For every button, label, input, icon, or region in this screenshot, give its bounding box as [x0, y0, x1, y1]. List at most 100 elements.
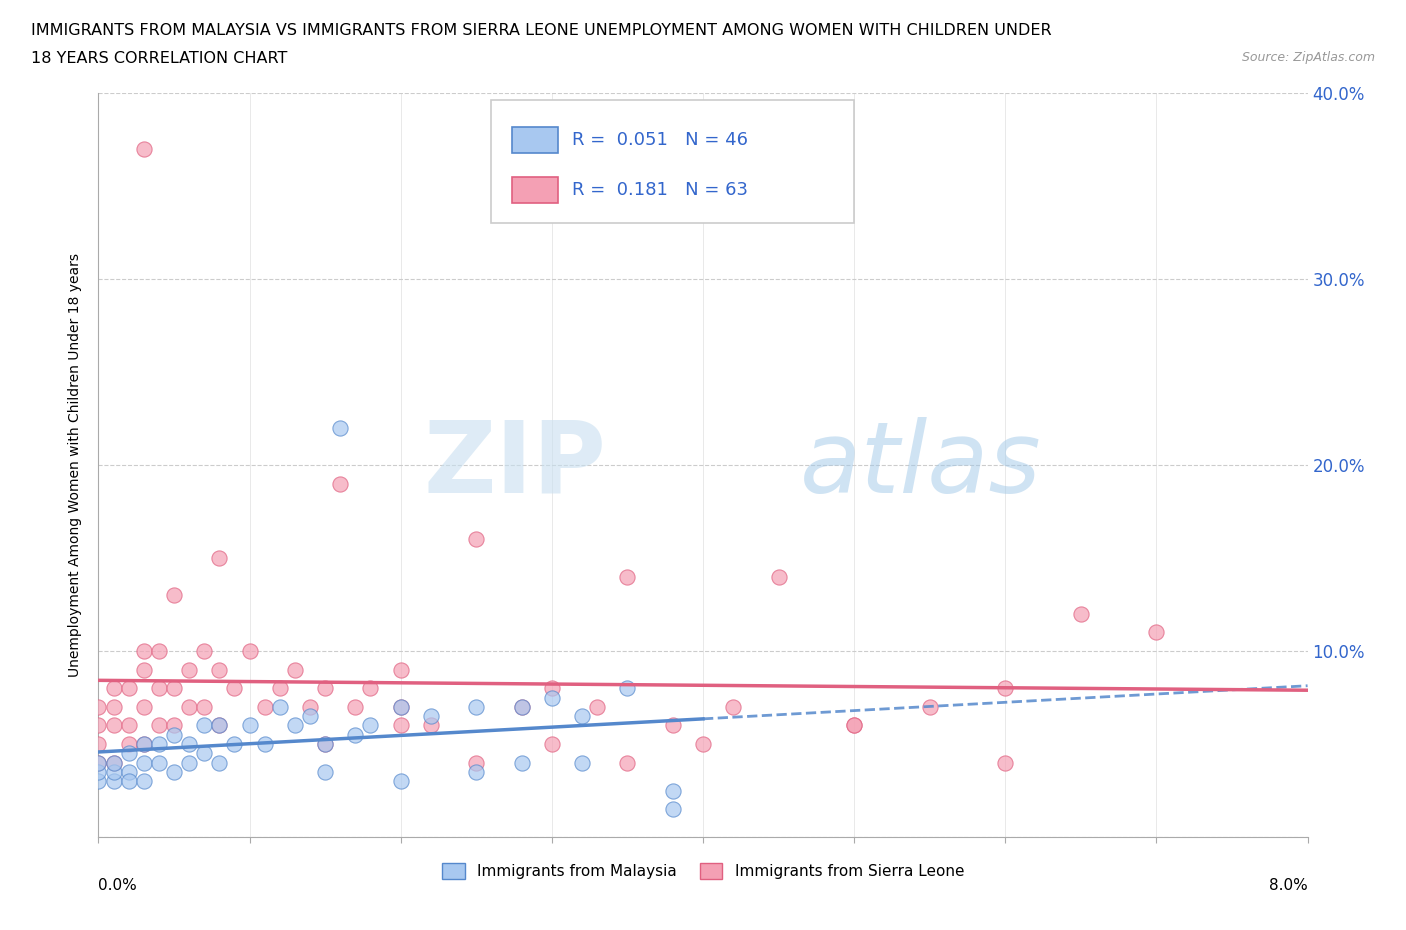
Point	[87, 764, 110, 779]
Point	[193, 699, 215, 714]
Point	[360, 681, 382, 696]
Point	[314, 681, 336, 696]
Point	[208, 755, 231, 770]
Point	[193, 718, 215, 733]
Point	[389, 699, 412, 714]
Point	[103, 774, 125, 789]
Point	[465, 699, 488, 714]
Point	[118, 764, 141, 779]
Legend: Immigrants from Malaysia, Immigrants from Sierra Leone: Immigrants from Malaysia, Immigrants fro…	[436, 857, 970, 885]
FancyBboxPatch shape	[492, 100, 855, 223]
Point	[132, 774, 155, 789]
Point	[103, 755, 125, 770]
Point	[389, 774, 412, 789]
Point	[1146, 625, 1168, 640]
Point	[87, 699, 110, 714]
Point	[844, 718, 866, 733]
Point	[132, 737, 155, 751]
Point	[103, 755, 125, 770]
Text: atlas: atlas	[800, 417, 1042, 513]
Point	[163, 727, 186, 742]
Point	[540, 737, 562, 751]
Point	[314, 737, 336, 751]
Point	[616, 755, 638, 770]
Point	[132, 737, 155, 751]
Point	[616, 681, 638, 696]
Point	[692, 737, 714, 751]
Text: ZIP: ZIP	[423, 417, 606, 513]
Point	[360, 718, 382, 733]
Point	[179, 755, 201, 770]
Point	[163, 764, 186, 779]
Point	[193, 746, 215, 761]
Point	[465, 755, 488, 770]
Point	[103, 681, 125, 696]
Point	[239, 718, 262, 733]
Point	[118, 774, 141, 789]
Point	[148, 755, 170, 770]
Point	[118, 718, 141, 733]
Point	[994, 681, 1017, 696]
Point	[208, 718, 231, 733]
Point	[994, 755, 1017, 770]
Point	[179, 662, 201, 677]
Bar	[512, 126, 558, 153]
Point	[103, 699, 125, 714]
Point	[465, 532, 488, 547]
Point	[87, 737, 110, 751]
Point	[389, 699, 412, 714]
Point	[540, 681, 562, 696]
Text: 0.0%: 0.0%	[98, 878, 138, 893]
Point	[661, 783, 683, 798]
Point	[269, 699, 291, 714]
Point	[540, 690, 562, 705]
Point	[1070, 606, 1092, 621]
Point	[389, 718, 412, 733]
Point	[510, 699, 533, 714]
Point	[329, 476, 352, 491]
Bar	[512, 177, 558, 203]
Point	[723, 699, 745, 714]
Point	[103, 764, 125, 779]
Text: R =  0.181   N = 63: R = 0.181 N = 63	[572, 180, 748, 199]
Point	[344, 727, 367, 742]
Point	[132, 755, 155, 770]
Point	[329, 420, 352, 435]
Y-axis label: Unemployment Among Women with Children Under 18 years: Unemployment Among Women with Children U…	[69, 253, 83, 677]
Point	[253, 699, 276, 714]
Point	[118, 737, 141, 751]
Point	[510, 755, 533, 770]
Point	[224, 681, 246, 696]
Point	[314, 737, 336, 751]
Point	[768, 569, 790, 584]
Point	[148, 644, 170, 658]
Text: R =  0.051   N = 46: R = 0.051 N = 46	[572, 131, 748, 149]
Point	[253, 737, 276, 751]
Point	[148, 737, 170, 751]
Text: 8.0%: 8.0%	[1268, 878, 1308, 893]
Point	[344, 699, 367, 714]
Point	[465, 764, 488, 779]
Point	[179, 699, 201, 714]
Point	[284, 662, 307, 677]
Point	[314, 764, 336, 779]
Point	[299, 699, 322, 714]
Point	[239, 644, 262, 658]
Point	[118, 746, 141, 761]
Point	[132, 644, 155, 658]
Point	[208, 662, 231, 677]
Point	[616, 569, 638, 584]
Point	[284, 718, 307, 733]
Point	[299, 709, 322, 724]
Point	[103, 718, 125, 733]
Point	[163, 588, 186, 603]
Text: Source: ZipAtlas.com: Source: ZipAtlas.com	[1241, 51, 1375, 64]
Point	[571, 755, 593, 770]
Point	[132, 662, 155, 677]
Point	[87, 755, 110, 770]
Point	[208, 718, 231, 733]
Point	[844, 718, 866, 733]
Point	[87, 718, 110, 733]
Point	[586, 699, 609, 714]
Point	[132, 699, 155, 714]
